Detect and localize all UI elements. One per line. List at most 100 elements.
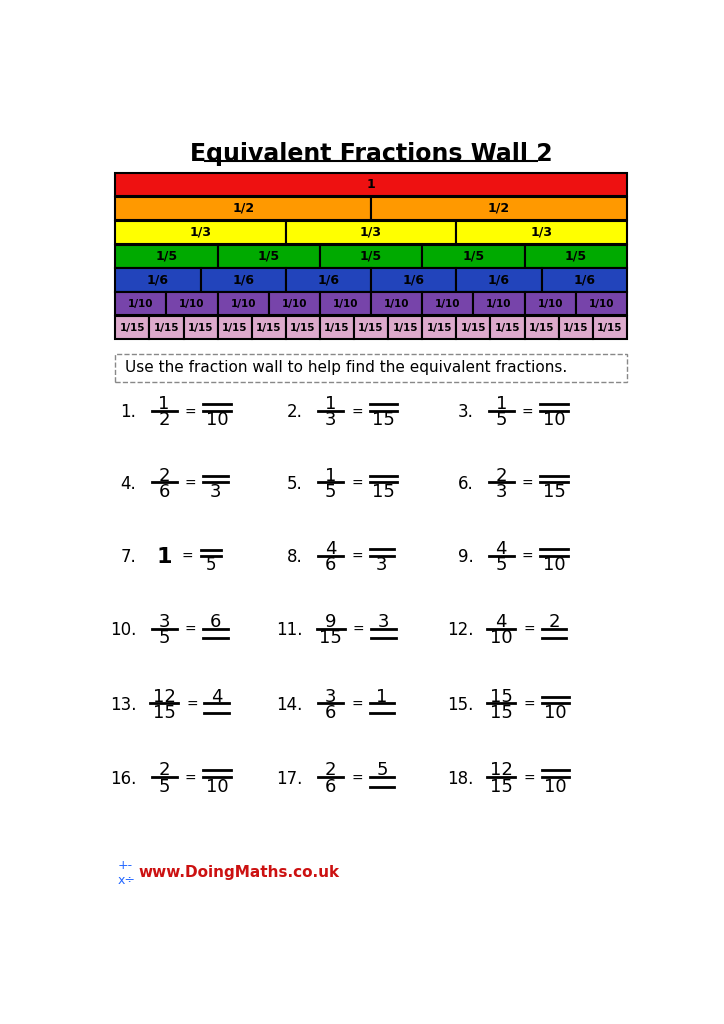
Bar xyxy=(218,245,320,267)
Text: 1/5: 1/5 xyxy=(258,250,279,262)
Bar xyxy=(593,316,627,339)
Text: 6: 6 xyxy=(325,703,337,722)
Bar xyxy=(115,220,286,244)
Text: 1/15: 1/15 xyxy=(153,323,180,333)
Text: =: = xyxy=(351,477,363,492)
Text: 14.: 14. xyxy=(277,696,303,714)
Text: 3: 3 xyxy=(378,612,390,631)
Text: 15: 15 xyxy=(319,629,342,647)
Bar xyxy=(490,316,524,339)
Text: 1/10: 1/10 xyxy=(384,299,409,309)
Bar xyxy=(115,173,627,196)
Text: 15: 15 xyxy=(372,482,395,501)
Text: 1/2: 1/2 xyxy=(232,202,254,215)
Text: 1.: 1. xyxy=(120,403,136,422)
Text: 5.: 5. xyxy=(287,475,303,493)
Text: 6: 6 xyxy=(209,612,221,631)
Text: 5: 5 xyxy=(495,556,507,573)
Text: 2: 2 xyxy=(548,612,560,631)
Text: 11.: 11. xyxy=(277,622,303,639)
Text: 1: 1 xyxy=(495,395,507,413)
Bar xyxy=(115,245,218,267)
Text: 6.: 6. xyxy=(458,475,473,493)
Text: 10: 10 xyxy=(206,411,228,429)
Text: 3: 3 xyxy=(159,612,170,631)
Text: 1/10: 1/10 xyxy=(537,299,563,309)
Bar xyxy=(218,292,269,315)
Text: 3: 3 xyxy=(376,556,387,573)
Text: 1/5: 1/5 xyxy=(463,250,484,262)
Text: 2: 2 xyxy=(159,467,170,484)
Text: 12.: 12. xyxy=(447,622,473,639)
Text: 5: 5 xyxy=(159,777,170,796)
Text: 1/10: 1/10 xyxy=(128,299,153,309)
Bar xyxy=(320,245,422,267)
Text: 10: 10 xyxy=(542,411,565,429)
Text: 1/6: 1/6 xyxy=(147,273,169,287)
Text: 2: 2 xyxy=(325,762,337,779)
Text: 12: 12 xyxy=(153,687,175,706)
Text: 1: 1 xyxy=(325,467,337,484)
Text: 2: 2 xyxy=(159,411,170,429)
Text: 5: 5 xyxy=(495,411,507,429)
Text: 3: 3 xyxy=(325,411,337,429)
Text: 8.: 8. xyxy=(287,548,303,566)
Text: =: = xyxy=(351,550,363,564)
Text: 1/15: 1/15 xyxy=(494,323,521,333)
Bar xyxy=(286,220,456,244)
Text: 1/10: 1/10 xyxy=(180,299,205,309)
Text: =: = xyxy=(182,550,193,564)
Bar xyxy=(320,292,371,315)
Text: 12: 12 xyxy=(490,762,513,779)
Text: =: = xyxy=(185,477,196,492)
Bar xyxy=(149,316,183,339)
Bar xyxy=(473,292,524,315)
Text: 1/10: 1/10 xyxy=(589,299,614,309)
Text: 6: 6 xyxy=(325,777,337,796)
Text: =: = xyxy=(523,772,535,786)
Text: 2.: 2. xyxy=(287,403,303,422)
Text: 1/15: 1/15 xyxy=(529,323,555,333)
Text: 5: 5 xyxy=(159,629,170,647)
Text: 1: 1 xyxy=(366,178,376,191)
Bar xyxy=(456,316,490,339)
Bar xyxy=(524,292,576,315)
Bar xyxy=(456,268,542,292)
Bar xyxy=(167,292,218,315)
Text: 10.: 10. xyxy=(110,622,136,639)
Bar xyxy=(371,268,456,292)
Text: =: = xyxy=(351,698,363,712)
Text: 1/15: 1/15 xyxy=(119,323,145,333)
Text: 1/6: 1/6 xyxy=(403,273,425,287)
Text: 1/6: 1/6 xyxy=(232,273,254,287)
Text: 6: 6 xyxy=(159,482,170,501)
Text: 1/10: 1/10 xyxy=(333,299,358,309)
Text: 15: 15 xyxy=(372,411,395,429)
Text: 1/3: 1/3 xyxy=(360,225,382,239)
Bar xyxy=(115,197,371,220)
Text: 1/15: 1/15 xyxy=(324,323,350,333)
Bar xyxy=(183,316,218,339)
Text: 13.: 13. xyxy=(110,696,136,714)
Text: 2: 2 xyxy=(159,762,170,779)
Text: 15.: 15. xyxy=(447,696,473,714)
Text: 1/5: 1/5 xyxy=(156,250,177,262)
Text: 1/10: 1/10 xyxy=(487,299,512,309)
Text: 1: 1 xyxy=(159,395,170,413)
Text: 3: 3 xyxy=(209,482,221,501)
Text: 10: 10 xyxy=(490,629,513,647)
Bar xyxy=(115,316,149,339)
Bar xyxy=(542,268,627,292)
Bar xyxy=(252,316,286,339)
Bar xyxy=(524,316,559,339)
Text: 5: 5 xyxy=(325,482,337,501)
Text: 1/5: 1/5 xyxy=(565,250,586,262)
Text: 1/15: 1/15 xyxy=(597,323,623,333)
Text: 4: 4 xyxy=(325,540,337,558)
Text: 1/15: 1/15 xyxy=(188,323,214,333)
Text: 1/15: 1/15 xyxy=(426,323,452,333)
Bar xyxy=(286,316,320,339)
Text: 1: 1 xyxy=(156,547,172,567)
Bar xyxy=(524,245,627,267)
Text: =: = xyxy=(186,698,198,712)
